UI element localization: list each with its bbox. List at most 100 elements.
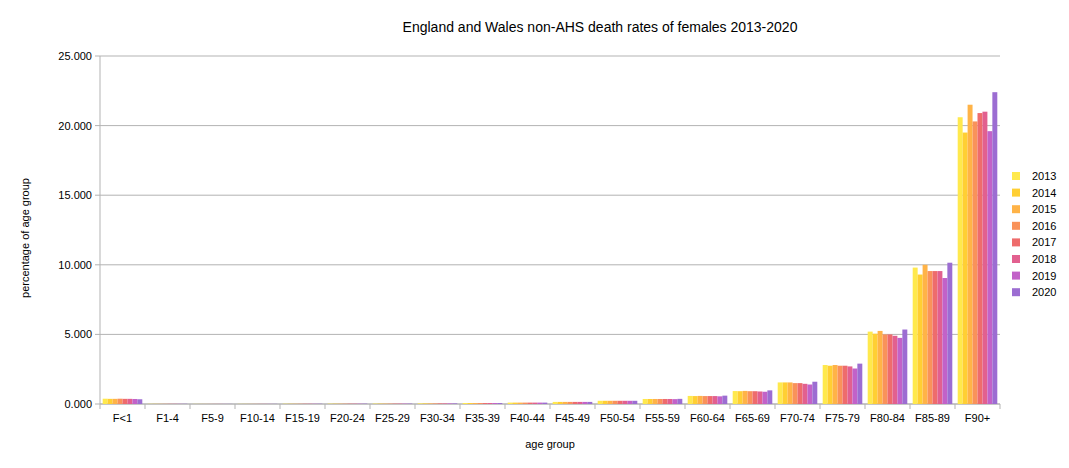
bar bbox=[103, 399, 108, 404]
x-tick bbox=[730, 404, 731, 409]
legend-swatch bbox=[1012, 255, 1020, 263]
legend-label: 2014 bbox=[1032, 187, 1056, 199]
y-tick-label: 15.000 bbox=[58, 189, 92, 201]
bar bbox=[253, 403, 258, 404]
bar bbox=[802, 384, 807, 404]
bar bbox=[942, 278, 947, 404]
legend-swatch bbox=[1012, 288, 1020, 296]
y-tick-label: 5.000 bbox=[64, 328, 92, 340]
bar bbox=[258, 403, 263, 404]
legend-label: 2016 bbox=[1032, 220, 1056, 232]
bar bbox=[868, 332, 873, 404]
bar bbox=[847, 366, 852, 404]
bar bbox=[618, 401, 623, 404]
x-tick bbox=[595, 404, 596, 409]
bar bbox=[968, 105, 973, 404]
x-tick-label: F50-54 bbox=[600, 412, 635, 424]
bar bbox=[852, 369, 857, 404]
bar bbox=[587, 402, 592, 404]
bar bbox=[722, 396, 727, 404]
x-tick bbox=[325, 404, 326, 409]
bar bbox=[333, 403, 338, 404]
bar bbox=[317, 403, 322, 404]
bar bbox=[163, 403, 168, 404]
x-tick-label: F90+ bbox=[965, 412, 990, 424]
bar bbox=[767, 390, 772, 404]
bar bbox=[288, 403, 293, 404]
x-tick-label: F55-59 bbox=[645, 412, 680, 424]
bar bbox=[393, 403, 398, 404]
x-tick-label: F<1 bbox=[113, 412, 132, 424]
legend-label: 2018 bbox=[1032, 253, 1056, 265]
bar bbox=[148, 403, 153, 404]
x-tick bbox=[460, 404, 461, 409]
bar bbox=[553, 402, 558, 404]
y-tick-label: 25.000 bbox=[58, 50, 92, 62]
bar bbox=[407, 403, 412, 404]
y-axis bbox=[100, 56, 101, 404]
bar bbox=[672, 399, 677, 404]
bar bbox=[648, 399, 653, 404]
bar bbox=[933, 271, 938, 404]
bar bbox=[783, 382, 788, 404]
bar bbox=[203, 403, 208, 404]
x-tick bbox=[820, 404, 821, 409]
bar bbox=[468, 403, 473, 404]
bar bbox=[177, 403, 182, 404]
bar bbox=[497, 403, 502, 404]
bar bbox=[428, 403, 433, 404]
bar bbox=[627, 401, 632, 404]
bar bbox=[577, 402, 582, 404]
bar bbox=[902, 330, 907, 404]
bar bbox=[328, 403, 333, 404]
bar bbox=[123, 399, 128, 404]
x-tick bbox=[505, 404, 506, 409]
x-tick bbox=[955, 404, 956, 409]
bar bbox=[717, 396, 722, 404]
legend: 20132014201520162017201820192020 bbox=[1012, 170, 1056, 298]
y-tick bbox=[95, 195, 100, 196]
bar bbox=[658, 399, 663, 404]
bar bbox=[828, 366, 833, 404]
bar bbox=[352, 403, 357, 404]
bar bbox=[992, 92, 997, 404]
legend-swatch bbox=[1012, 238, 1020, 246]
bar bbox=[168, 403, 173, 404]
bar bbox=[892, 336, 897, 404]
bar bbox=[963, 133, 968, 404]
bar bbox=[283, 403, 288, 404]
bar bbox=[513, 403, 518, 404]
bar bbox=[127, 399, 132, 404]
legend-label: 2019 bbox=[1032, 270, 1056, 282]
bar bbox=[357, 403, 362, 404]
bar bbox=[857, 364, 862, 404]
bar bbox=[262, 403, 267, 404]
bar bbox=[688, 396, 693, 404]
bar bbox=[947, 263, 952, 404]
x-tick-label: F80-84 bbox=[870, 412, 905, 424]
bar bbox=[712, 396, 717, 404]
y-axis-label: percentage of age group bbox=[19, 178, 31, 298]
x-tick-label: F20-24 bbox=[330, 412, 365, 424]
x-tick-label: F60-64 bbox=[690, 412, 725, 424]
legend-swatch bbox=[1012, 205, 1020, 213]
bar bbox=[397, 403, 402, 404]
bar bbox=[433, 403, 438, 404]
bar bbox=[158, 403, 163, 404]
bar bbox=[293, 403, 298, 404]
bar bbox=[483, 403, 488, 404]
bar bbox=[918, 275, 923, 404]
bar bbox=[537, 403, 542, 404]
bar bbox=[402, 403, 407, 404]
bar bbox=[677, 399, 682, 404]
bar bbox=[452, 403, 457, 404]
x-tick bbox=[1000, 404, 1001, 409]
grid-line bbox=[100, 334, 1000, 335]
bar bbox=[743, 391, 748, 404]
bar bbox=[137, 399, 142, 404]
bar bbox=[518, 403, 523, 404]
bar bbox=[542, 403, 547, 404]
bar bbox=[883, 334, 888, 404]
bar bbox=[812, 382, 817, 404]
bar bbox=[823, 365, 828, 404]
